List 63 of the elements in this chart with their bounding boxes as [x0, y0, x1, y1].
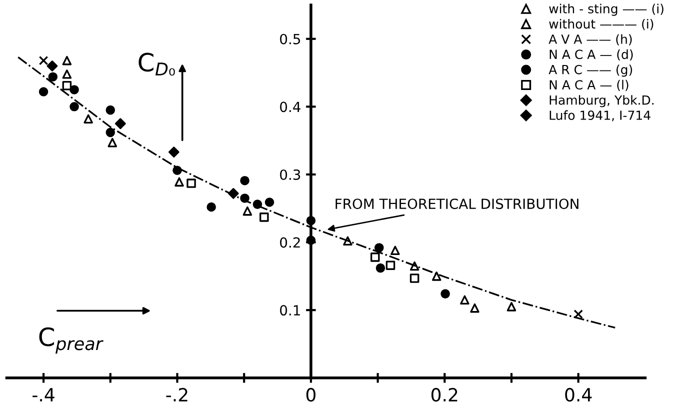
point	[70, 102, 79, 112]
point	[240, 194, 250, 203]
annotation: FROM THEORETICAL DISTRIBUTION	[336, 198, 578, 210]
point	[264, 198, 274, 207]
point	[172, 166, 182, 176]
x-tick-label: 0.2	[431, 388, 458, 402]
point	[376, 263, 386, 273]
legend-label: Hamburg, Ybk.D.	[550, 95, 654, 108]
x-tick-label: -.4	[32, 388, 54, 402]
point	[168, 146, 180, 158]
point	[432, 272, 442, 281]
point	[440, 289, 450, 298]
y-tick-label: 0.4	[280, 102, 300, 112]
y-tick-label: 0.1	[280, 305, 300, 316]
point	[240, 176, 250, 186]
legend-label: A V A —— (h)	[548, 34, 632, 46]
legend-label: N A C A — (l)	[550, 80, 628, 92]
point	[228, 188, 239, 199]
point	[186, 178, 196, 188]
legend-label: N A C A — (d)	[550, 49, 633, 61]
point	[252, 200, 262, 209]
point	[574, 310, 583, 319]
point	[38, 87, 48, 96]
x-axis-title: C$_{prear}$	[39, 327, 104, 354]
point	[374, 243, 384, 252]
y-axis-title: C$_{D₀}$	[138, 52, 175, 76]
point	[38, 56, 48, 66]
point	[386, 260, 396, 270]
point	[343, 236, 352, 246]
point	[260, 212, 269, 222]
point	[84, 114, 93, 124]
point	[206, 202, 216, 212]
legend-label: with - sting —— (i)	[549, 4, 664, 16]
point	[62, 69, 72, 79]
point	[114, 118, 126, 130]
y-tick-label: 0.5	[280, 34, 300, 44]
legend-label: Lufo 1941, I-714	[550, 110, 650, 122]
point	[370, 252, 380, 262]
point	[48, 72, 58, 82]
point	[410, 261, 420, 271]
point	[242, 206, 252, 216]
point	[410, 274, 420, 283]
point	[46, 60, 58, 72]
legend-label: A R C —— (g)	[548, 64, 632, 77]
x-tick-label: 0.4	[565, 388, 592, 402]
point	[62, 81, 72, 90]
point	[106, 128, 116, 138]
point	[470, 303, 480, 313]
point	[108, 138, 118, 148]
x-tick-label: -.2	[166, 388, 188, 402]
legend-label: without ——— (i)	[549, 18, 654, 30]
point	[62, 56, 72, 66]
point	[506, 302, 516, 312]
point	[306, 236, 316, 245]
point	[174, 177, 184, 187]
y-tick-label: 0.2	[280, 237, 300, 248]
point	[106, 105, 116, 115]
x-tick-label: 0	[306, 388, 316, 402]
point	[460, 295, 470, 305]
point	[70, 85, 79, 94]
point	[390, 246, 400, 256]
point	[306, 216, 316, 226]
y-tick-label: 0.3	[280, 169, 300, 180]
